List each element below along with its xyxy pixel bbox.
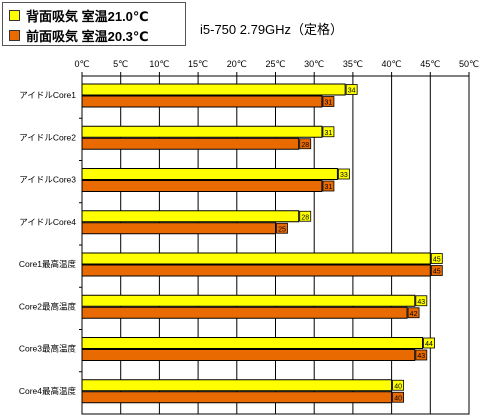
category-label: Core4最高温度 xyxy=(19,386,77,396)
bar-series-2 xyxy=(81,222,276,235)
data-label-box xyxy=(392,379,405,391)
bar-series-1 xyxy=(81,379,393,392)
chart-subtitle: i5-750 2.79GHz（定格） xyxy=(200,22,344,37)
data-label: 43 xyxy=(417,353,425,360)
data-label: 28 xyxy=(301,214,309,221)
category-label: アイドルCore2 xyxy=(19,132,76,142)
data-label-box xyxy=(345,84,358,95)
data-label-box xyxy=(392,391,405,403)
data-label: 25 xyxy=(278,226,286,233)
bar-series-1 xyxy=(81,210,300,223)
legend-item-series-1: 背面吸気 室温21.0℃ xyxy=(9,6,149,24)
bar-series-2 xyxy=(81,391,393,404)
data-label-box xyxy=(299,210,312,222)
data-label: 28 xyxy=(301,142,309,149)
x-tick-label: 35℃ xyxy=(343,59,363,69)
data-label-box xyxy=(423,337,435,349)
x-tick-label: 50℃ xyxy=(459,59,479,69)
bar-series-1 xyxy=(81,125,323,138)
data-label: 40 xyxy=(394,383,402,390)
bar-series-1 xyxy=(81,294,416,307)
x-tick-label: 20℃ xyxy=(227,59,247,69)
bar-series-1 xyxy=(81,252,431,265)
category-label: アイドルCore1 xyxy=(19,90,76,100)
legend: 背面吸気 室温21.0℃ 前面吸気 室温20.3℃ xyxy=(2,2,186,46)
data-label: 44 xyxy=(425,341,433,348)
legend-label-series-1: 背面吸気 室温21.0℃ xyxy=(26,8,149,24)
data-label: 31 xyxy=(325,184,333,191)
bar-series-1 xyxy=(81,168,338,180)
bar-series-1 xyxy=(81,83,346,96)
legend-item-series-2: 前面吸気 室温20.3℃ xyxy=(9,26,149,44)
bar-series-1 xyxy=(81,337,424,349)
x-tick-label: 45℃ xyxy=(420,59,440,69)
legend-label-series-2: 前面吸気 室温20.3℃ xyxy=(26,28,149,44)
bar-series-2 xyxy=(81,180,323,192)
data-label: 31 xyxy=(325,130,333,137)
x-tick-label: 15℃ xyxy=(188,59,208,69)
legend-swatch-series-1 xyxy=(9,9,20,21)
data-label: 45 xyxy=(433,269,441,276)
x-tick-label: 25℃ xyxy=(265,59,285,69)
data-label: 42 xyxy=(410,311,418,318)
data-label: 31 xyxy=(325,100,333,107)
data-label-box xyxy=(430,265,443,276)
data-label-box xyxy=(415,295,428,307)
data-label: 45 xyxy=(433,257,441,264)
data-label-box xyxy=(322,180,335,192)
category-label: Core3最高温度 xyxy=(19,344,77,354)
x-tick-label: 5℃ xyxy=(113,59,128,69)
category-label: アイドルCore3 xyxy=(19,175,76,185)
legend-swatch-series-2 xyxy=(9,29,20,41)
category-label: Core1最高温度 xyxy=(19,259,77,269)
data-label: 33 xyxy=(340,172,348,179)
data-label-box xyxy=(322,96,335,107)
data-label-box xyxy=(322,126,335,138)
x-tick-label: 30℃ xyxy=(304,59,324,69)
data-label-box xyxy=(276,222,288,234)
bar-series-2 xyxy=(81,264,431,277)
data-label-box xyxy=(407,307,420,319)
bar-series-2 xyxy=(81,306,408,319)
x-tick-label: 10℃ xyxy=(149,59,169,69)
bar-series-2 xyxy=(81,95,323,108)
category-label: アイドルCore4 xyxy=(19,217,76,227)
data-label: 43 xyxy=(417,299,425,306)
data-label-box xyxy=(299,138,312,150)
data-label-box xyxy=(338,168,350,180)
data-label: 40 xyxy=(394,395,402,402)
bar-series-2 xyxy=(81,349,416,361)
data-label: 34 xyxy=(348,88,356,95)
bar-series-2 xyxy=(81,137,300,150)
category-label: Core2最高温度 xyxy=(19,301,77,311)
data-label-box xyxy=(430,253,443,264)
data-label-box xyxy=(415,349,428,361)
x-tick-label: 40℃ xyxy=(382,59,402,69)
x-tick-label: 0℃ xyxy=(74,59,89,69)
